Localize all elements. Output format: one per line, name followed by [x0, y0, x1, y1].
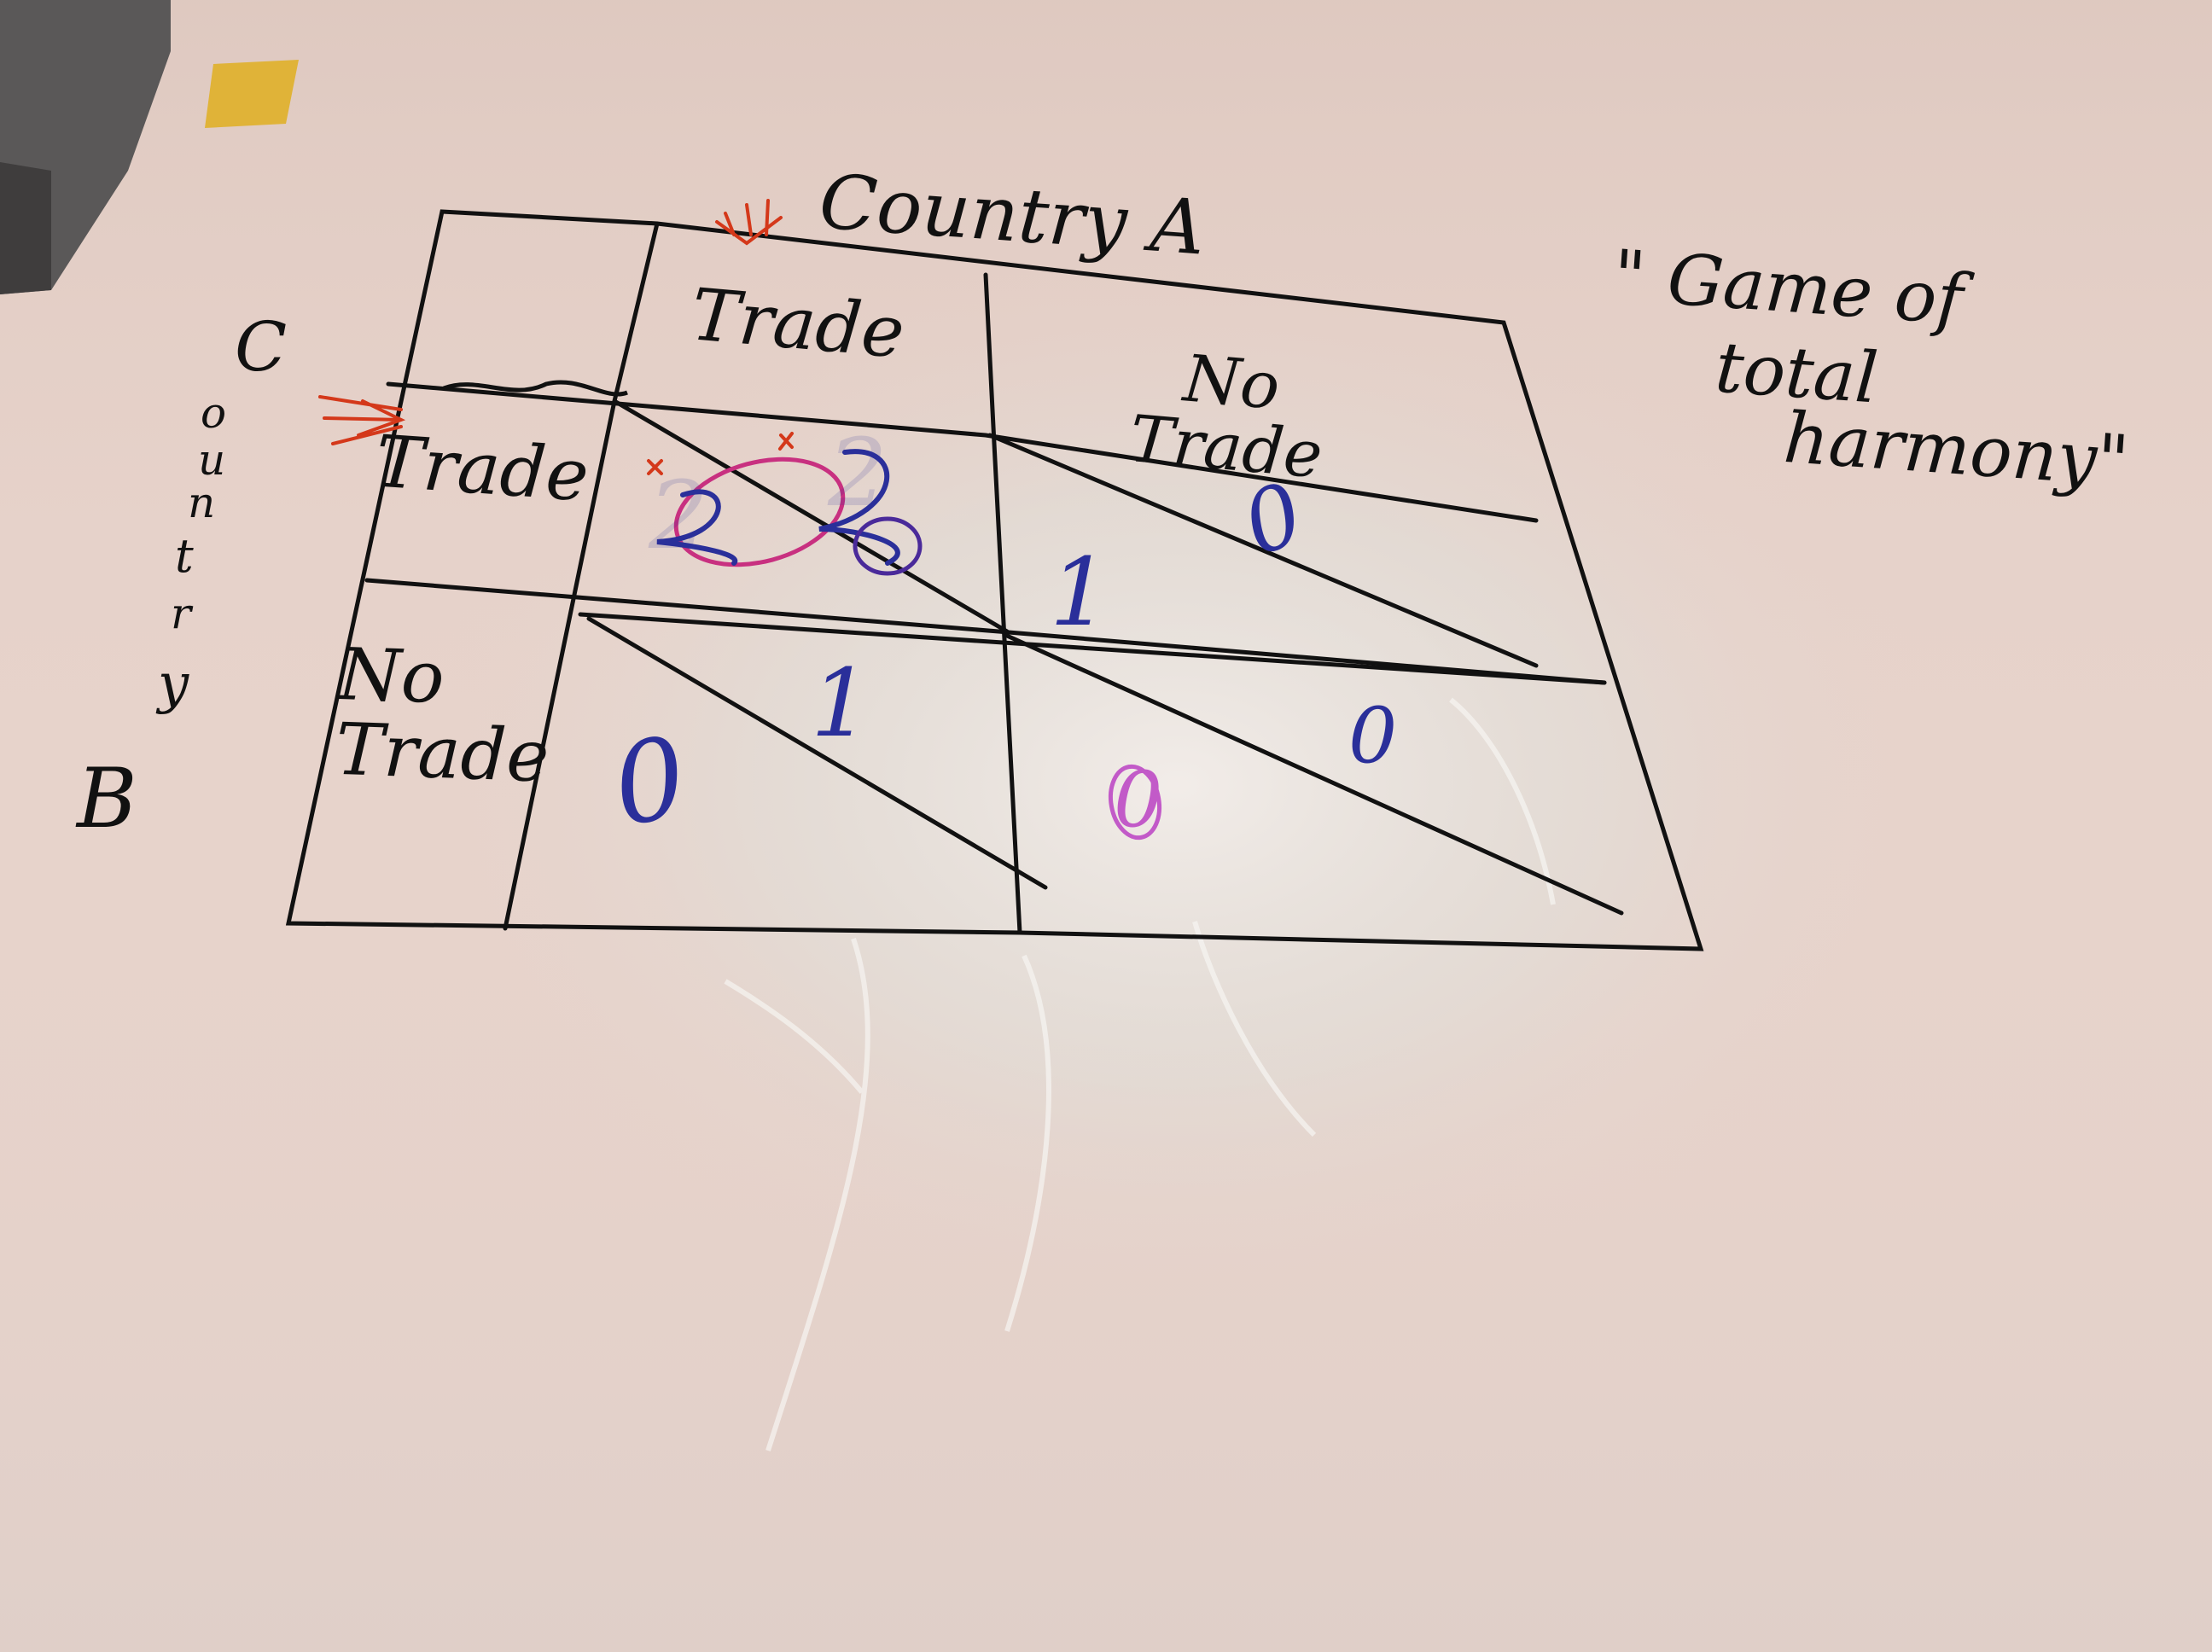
gray-box-side	[0, 162, 51, 294]
row-player-letter: r	[171, 589, 191, 638]
row-player-letter: C	[235, 307, 288, 387]
red-x-mark-icon	[647, 459, 663, 475]
payoff-trade-trade-top: 2	[828, 418, 888, 527]
row-player-letter: n	[188, 478, 216, 527]
row-player-letter: u	[198, 435, 226, 485]
red-x-mark-icon	[778, 432, 794, 451]
payoff-notrade-notrade-bottom: 0	[1114, 755, 1163, 845]
cell-scribbles	[656, 449, 923, 576]
red-arrows	[318, 199, 794, 475]
row-player-letter: t	[175, 529, 194, 583]
country-a-arrow-icon	[715, 199, 783, 246]
payoff-trade-trade-bottom: 2	[649, 461, 708, 570]
row-player-letter: B	[77, 751, 137, 846]
payoff-trade-notrade-bottom: 1	[1050, 538, 1109, 647]
country-b-arrow-icon	[318, 395, 406, 445]
row-header-no-trade: No Trade	[334, 631, 550, 799]
row-header-trade: Trade	[372, 419, 591, 518]
row-player-letter: y	[158, 653, 189, 716]
row-player-letter: o	[201, 388, 227, 438]
payoff-notrade-notrade-top: 0	[1348, 691, 1398, 781]
payoff-notrade-trade-top: 1	[811, 649, 870, 758]
column-header-no-trade: No Trade	[1126, 340, 1326, 493]
flash-glare	[410, 256, 1946, 1314]
crossed-out-word	[443, 380, 628, 397]
yellow-tape	[205, 60, 299, 128]
pink-circle-mark	[1108, 764, 1162, 841]
payoff-grid	[285, 209, 1704, 951]
sheet-wrinkles	[724, 697, 1556, 1451]
